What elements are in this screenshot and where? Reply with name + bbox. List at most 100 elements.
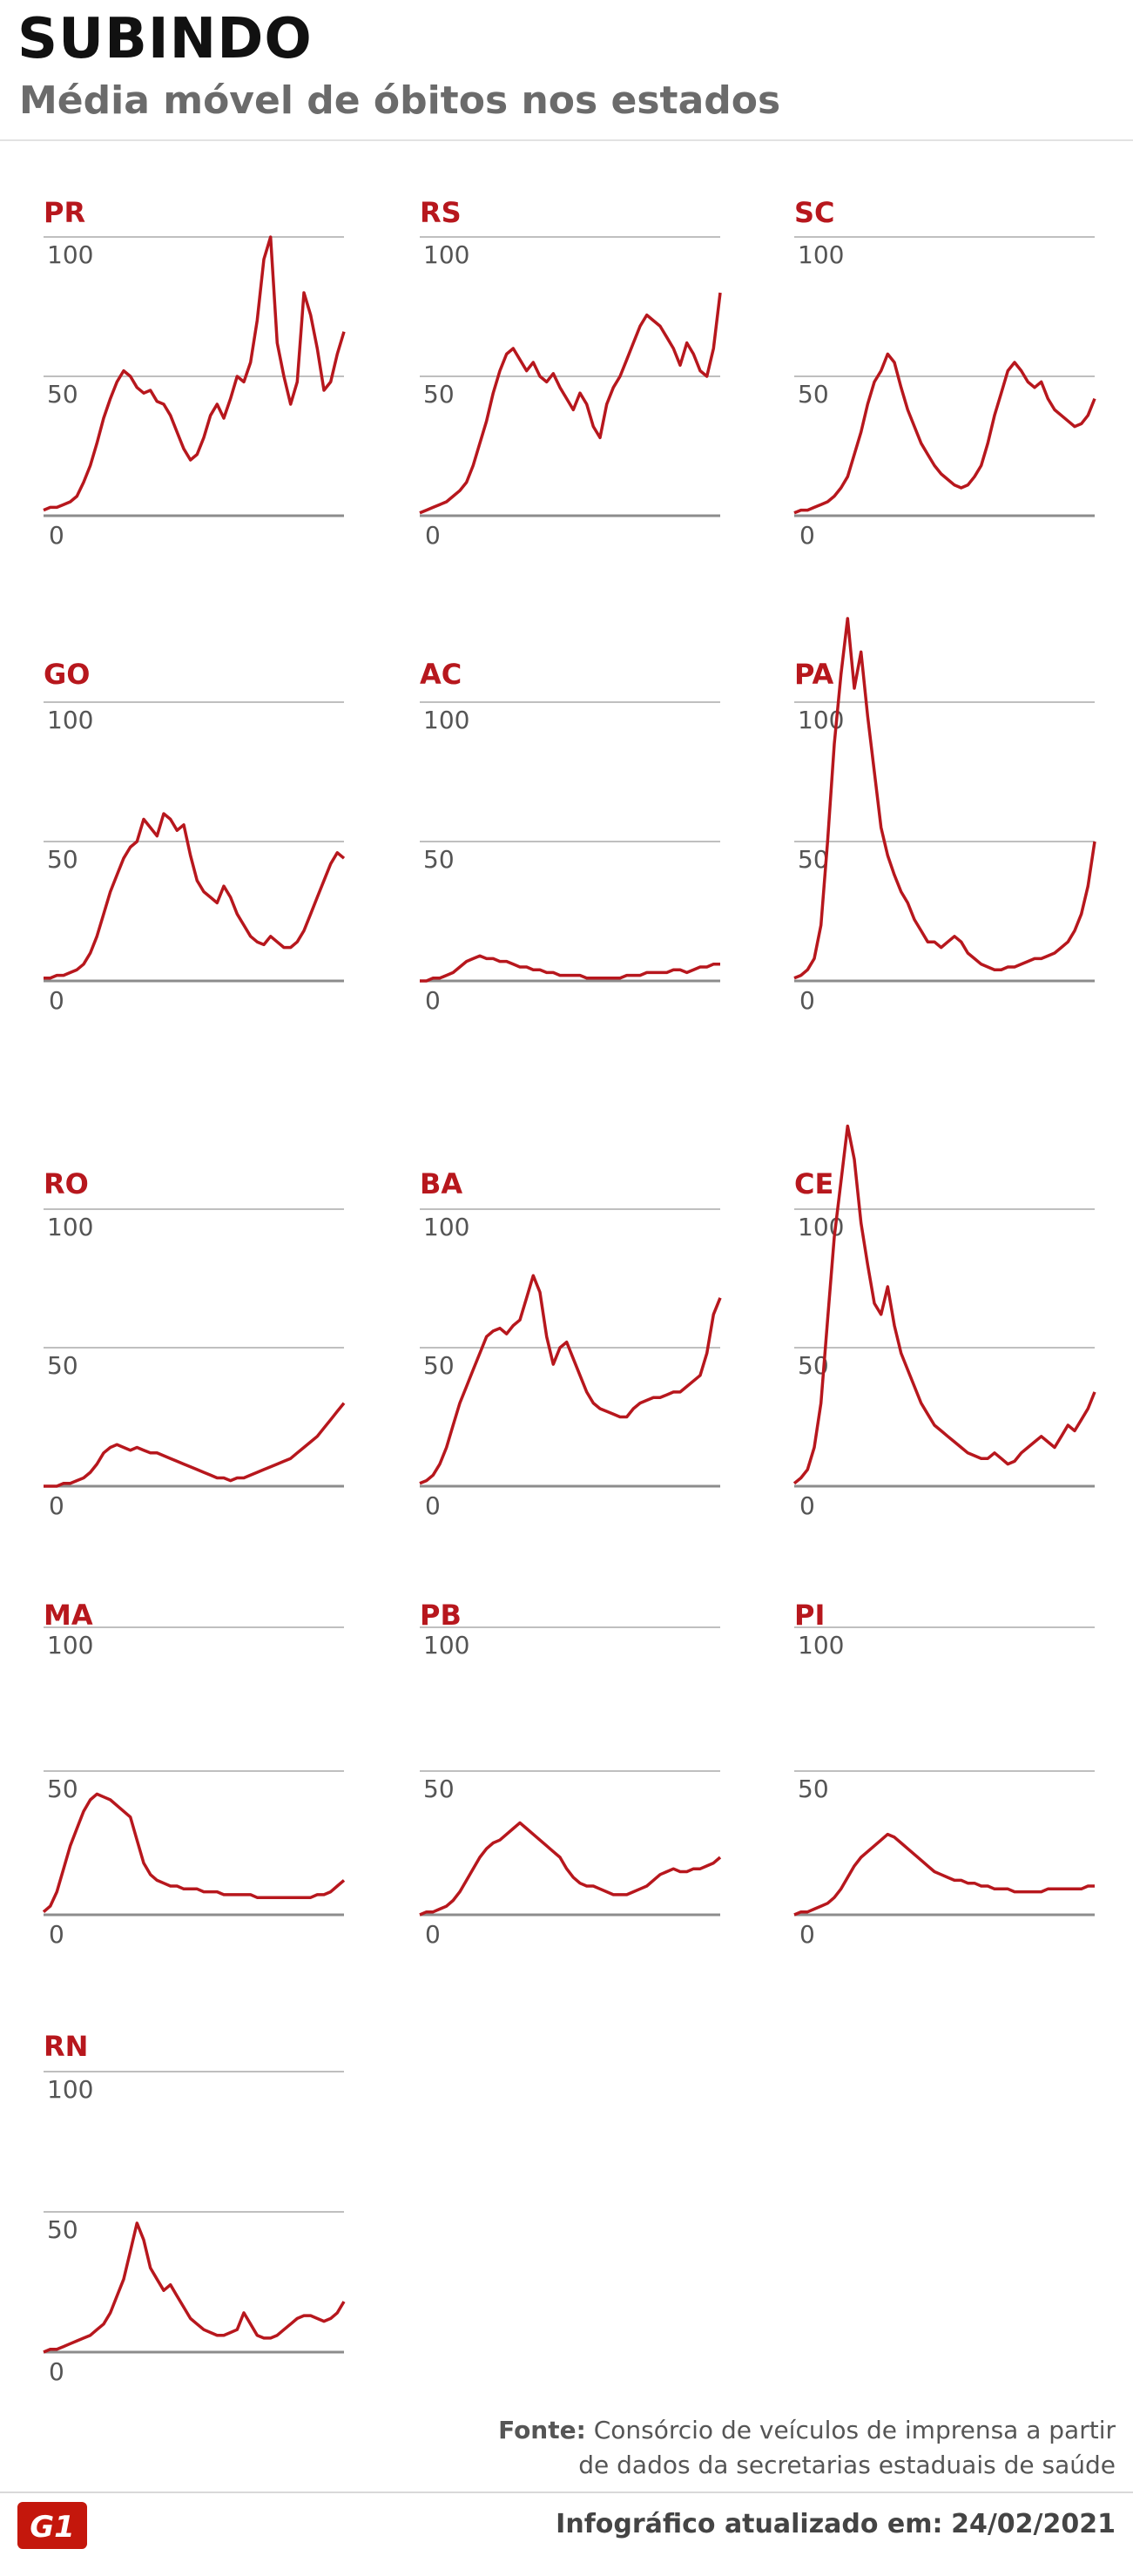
- footer-divider: [0, 2491, 1133, 2493]
- g1-logo-background: [17, 2502, 87, 2549]
- panel-label: RS: [420, 196, 462, 229]
- updated-note: Infográfico atualizado em: 24/02/2021: [556, 2509, 1116, 2539]
- panel-pr: PR 0 50 100: [43, 196, 392, 614]
- line-chart-rs: 0 50 100: [419, 236, 722, 550]
- panel-label: PR: [44, 196, 86, 229]
- y-tick-label: 0: [49, 1920, 64, 1949]
- y-tick-label: 0: [49, 1491, 64, 1520]
- y-tick-label: 0: [425, 521, 441, 550]
- line-chart-rn: 0 50 100: [43, 2071, 346, 2386]
- g1-logo-text: G1: [30, 2510, 75, 2545]
- y-tick-label: 100: [423, 1631, 469, 1660]
- series-line: [43, 2221, 346, 2354]
- line-chart-ac: 0 50 100: [420, 701, 720, 1015]
- panel-label: GO: [44, 658, 91, 691]
- line-chart-ma: 0 50 100: [42, 1626, 346, 1949]
- series-line: [792, 1124, 1096, 1485]
- y-tick-label: 0: [799, 521, 815, 550]
- y-tick-label: 50: [423, 1351, 455, 1380]
- y-tick-label: 50: [798, 380, 829, 409]
- panel-label: SC: [794, 196, 835, 229]
- y-tick-label: 50: [423, 845, 455, 874]
- y-tick-label: 100: [423, 240, 469, 269]
- page-title: SUBINDO: [17, 7, 313, 71]
- series-line: [42, 1792, 346, 1914]
- source-label: Fonte:: [498, 2416, 586, 2444]
- y-tick-label: 50: [47, 845, 78, 874]
- panel-ac: AC 0 50 100: [420, 658, 768, 1076]
- y-tick-label: 0: [49, 2357, 64, 2386]
- series-line: [44, 812, 346, 980]
- y-tick-label: 100: [47, 2075, 93, 2104]
- series-line: [793, 1832, 1095, 1917]
- line-chart-ba: 0 50 100: [419, 1208, 722, 1520]
- panel-label: PI: [794, 1599, 826, 1632]
- panel-pa: PA 0 50 100: [793, 617, 1133, 1076]
- panel-pb: PB 0 50 100: [419, 1599, 768, 2017]
- line-chart-go: 0 50 100: [44, 701, 346, 1015]
- updated-date: 24/02/2021: [951, 2509, 1116, 2539]
- y-tick-label: 100: [47, 706, 93, 734]
- panel-label: BA: [420, 1167, 463, 1200]
- series-line: [44, 1402, 346, 1488]
- y-tick-label: 100: [47, 1213, 93, 1241]
- series-line: [419, 1274, 722, 1485]
- series-line: [419, 292, 722, 515]
- panel-rs: RS 0 50 100: [419, 196, 768, 614]
- y-tick-label: 0: [425, 986, 441, 1015]
- g1-logo: G1: [17, 2502, 87, 2549]
- y-tick-label: 0: [799, 986, 815, 1015]
- panel-ro: RO 0 50 100: [44, 1167, 392, 1585]
- y-tick-label: 100: [423, 1213, 469, 1241]
- line-chart-ro: 0 50 100: [44, 1208, 346, 1520]
- y-tick-label: 0: [49, 521, 64, 550]
- panel-label: PA: [794, 658, 834, 691]
- header-divider: [0, 139, 1133, 141]
- panel-go: GO 0 50 100: [44, 658, 392, 1076]
- y-tick-label: 100: [798, 1631, 844, 1660]
- y-tick-label: 50: [798, 1775, 829, 1803]
- y-tick-label: 50: [423, 1775, 455, 1803]
- series-line: [793, 617, 1096, 980]
- line-chart-sc: 0 50 100: [793, 236, 1096, 550]
- updated-label: Infográfico atualizado em:: [556, 2509, 943, 2539]
- y-tick-label: 100: [798, 240, 844, 269]
- panel-pi: PI 0 50 100: [793, 1599, 1133, 2017]
- series-line: [793, 352, 1096, 515]
- panel-rn: RN 0 50 100: [43, 2030, 392, 2448]
- y-tick-label: 50: [423, 380, 455, 409]
- line-chart-pi: 0 50 100: [793, 1626, 1095, 1949]
- panel-label: CE: [794, 1167, 834, 1200]
- y-tick-label: 100: [423, 706, 469, 734]
- series-line: [43, 235, 346, 512]
- y-tick-label: 50: [47, 2215, 78, 2244]
- series-line: [420, 954, 720, 983]
- panel-ma: MA 0 50 100: [42, 1599, 392, 2017]
- y-tick-label: 50: [47, 1775, 78, 1803]
- panel-ce: CE 0 50 100: [792, 1124, 1133, 1585]
- source-text-line1: Consórcio de veículos de imprensa a part…: [593, 2416, 1116, 2444]
- panel-label: PB: [420, 1599, 462, 1632]
- line-chart-pb: 0 50 100: [419, 1626, 722, 1949]
- y-tick-label: 50: [47, 1351, 78, 1380]
- y-tick-label: 0: [425, 1920, 441, 1949]
- y-tick-label: 0: [425, 1491, 441, 1520]
- source-note: Fonte: Consórcio de veículos de imprensa…: [332, 2413, 1116, 2483]
- y-tick-label: 0: [799, 1491, 815, 1520]
- y-tick-label: 100: [47, 1631, 93, 1660]
- y-tick-label: 50: [798, 845, 829, 874]
- panel-label: MA: [44, 1599, 93, 1632]
- panel-sc: SC 0 50 100: [793, 196, 1133, 614]
- panel-label: RO: [44, 1167, 89, 1200]
- y-tick-label: 50: [47, 380, 78, 409]
- series-line: [419, 1821, 722, 1917]
- panel-label: RN: [44, 2030, 89, 2063]
- y-tick-label: 0: [799, 1920, 815, 1949]
- source-text-line2: de dados da secretarias estaduais de saú…: [578, 2451, 1116, 2479]
- y-tick-label: 100: [47, 240, 93, 269]
- page-subtitle: Média móvel de óbitos nos estados: [19, 78, 781, 123]
- panel-ba: BA 0 50 100: [419, 1167, 768, 1585]
- line-chart-pr: 0 50 100: [43, 235, 346, 550]
